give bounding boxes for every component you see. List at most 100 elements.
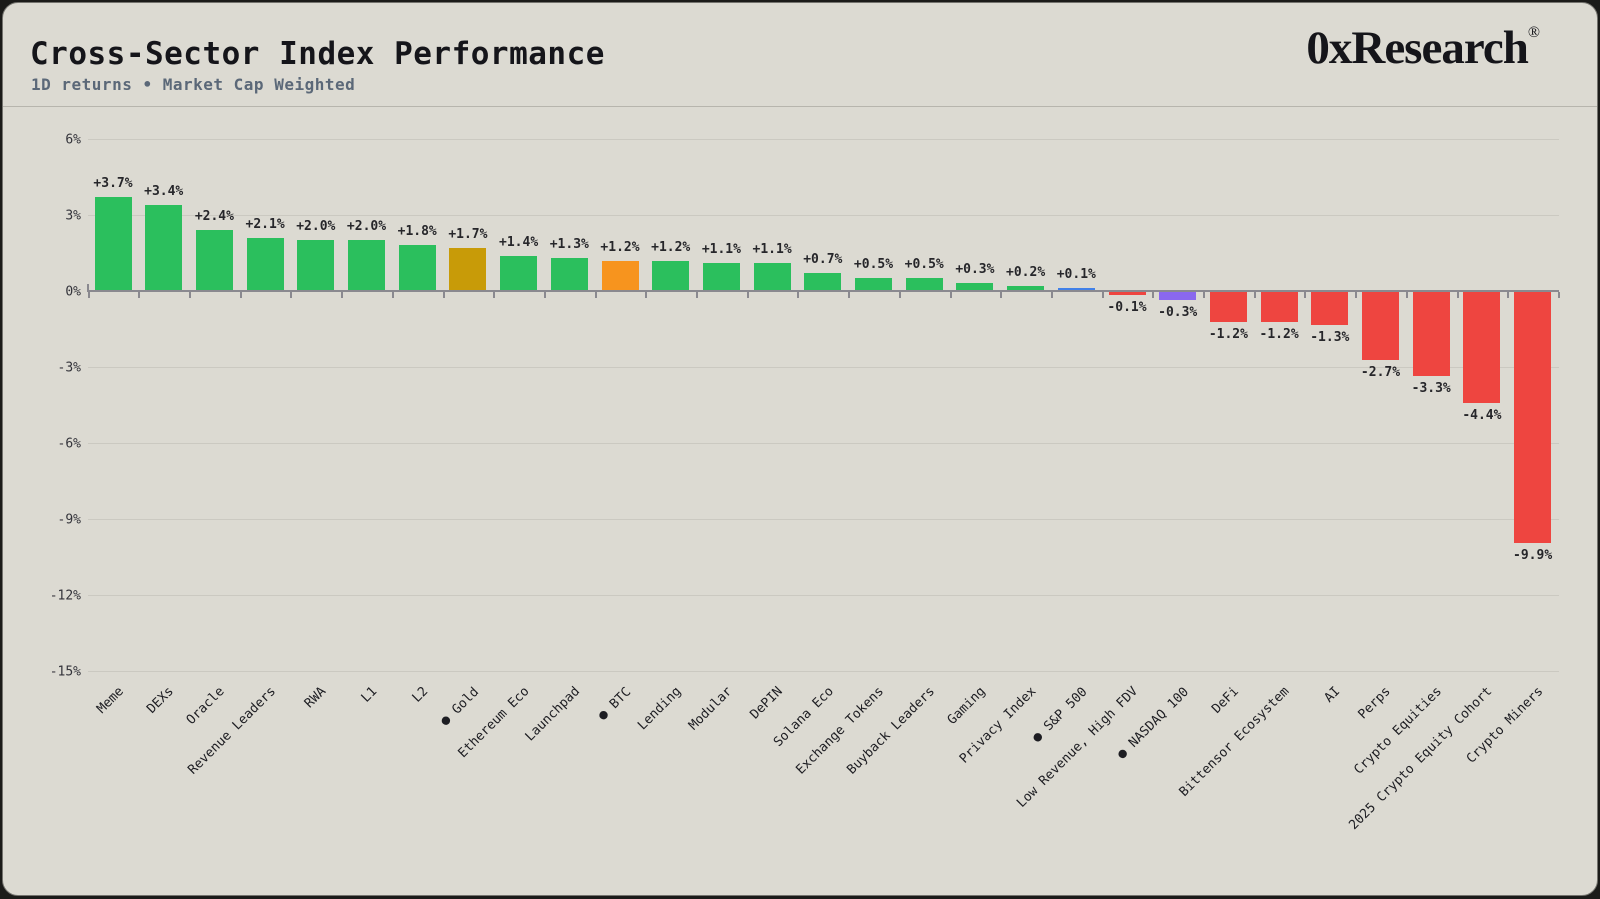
y-axis-tick-label: -6% xyxy=(57,436,81,452)
category-label-text: L1 xyxy=(358,684,381,706)
x-axis-tick xyxy=(645,292,648,298)
category-label-text: S&P 500 xyxy=(1041,684,1091,735)
x-axis-tick xyxy=(1101,292,1104,298)
bar-value-label: +1.7% xyxy=(448,226,488,242)
x-axis-tick xyxy=(898,292,901,298)
x-axis-tick xyxy=(1253,292,1256,298)
bar-l2 xyxy=(398,245,436,291)
bar-s-p-500 xyxy=(1057,288,1095,291)
category-label-text: BTC xyxy=(607,684,635,712)
category-label-text: L2 xyxy=(409,684,431,706)
category-label-text: RWA xyxy=(302,684,330,712)
category-label: Gaming xyxy=(945,684,989,728)
bar-value-label: +0.2% xyxy=(1006,264,1046,280)
category-label: L2 xyxy=(409,684,431,706)
x-axis-tick xyxy=(797,292,800,298)
bar-value-label: +0.3% xyxy=(955,262,995,278)
bar-value-label: -1.2% xyxy=(1208,327,1248,343)
bar-crypto-miners xyxy=(1514,292,1552,543)
x-axis-tick xyxy=(1405,292,1408,298)
category-label-text: DEXs xyxy=(144,684,178,717)
benchmark-dot-icon: ● xyxy=(1113,745,1131,763)
bar-value-label: +0.7% xyxy=(803,252,843,268)
x-axis-tick xyxy=(543,292,546,298)
category-label-text: Lending xyxy=(634,684,685,734)
x-axis-tick xyxy=(341,292,344,298)
category-label-text: DeFi xyxy=(1209,684,1242,717)
bar-gold xyxy=(449,247,487,291)
page-title: Cross-Sector Index Performance xyxy=(30,36,605,72)
x-axis-tick xyxy=(949,292,952,298)
category-label: Revenue Leaders xyxy=(185,684,279,778)
x-axis-tick xyxy=(493,292,496,298)
category-label-text: Gaming xyxy=(944,684,989,728)
y-axis-tick-label: -15% xyxy=(49,664,81,680)
bar-value-label: +2.4% xyxy=(194,209,234,225)
bar-bittensor-ecosystem xyxy=(1260,292,1298,323)
x-axis-tick xyxy=(138,292,141,298)
category-label: Perps xyxy=(1356,684,1394,722)
bar-value-label: +1.8% xyxy=(397,224,437,240)
bar-depin xyxy=(753,263,791,291)
category-label-text: Meme xyxy=(93,684,127,717)
bar-revenue-leaders xyxy=(246,237,284,291)
bar-buyback-leaders xyxy=(905,278,943,291)
bar-ai xyxy=(1311,292,1349,325)
category-label: DePIN xyxy=(747,684,785,722)
chart-subtitle: 1D returns • Market Cap Weighted xyxy=(31,75,356,94)
category-label: Crypto Equities xyxy=(1351,684,1445,778)
gridline xyxy=(88,518,1559,520)
gridline xyxy=(88,594,1559,596)
bar-exchange-tokens xyxy=(855,278,892,291)
category-label-text: Perps xyxy=(1355,684,1395,723)
brand-logo-text: 0xResearch xyxy=(1306,22,1528,74)
x-axis-tick xyxy=(696,292,699,298)
bar-value-label: +3.7% xyxy=(93,176,133,192)
category-label: ●Gold xyxy=(437,684,482,729)
benchmark-dot-icon: ● xyxy=(437,711,455,730)
category-label: ●BTC xyxy=(595,684,635,724)
y-axis-tick-label: 6% xyxy=(65,132,81,148)
category-label-text: DePIN xyxy=(747,684,786,723)
x-axis-tick xyxy=(746,292,749,298)
bar-value-label: -0.3% xyxy=(1158,304,1198,320)
category-label: L1 xyxy=(358,684,380,706)
bar-value-label: +1.2% xyxy=(651,239,691,255)
category-label-text: Crypto Equities xyxy=(1351,684,1445,778)
bar-value-label: -2.7% xyxy=(1360,365,1401,381)
bar-value-label: +2.0% xyxy=(296,219,336,235)
x-axis-tick xyxy=(1304,292,1307,298)
gridline xyxy=(88,670,1559,672)
bar-value-label: -1.2% xyxy=(1259,327,1299,343)
x-axis-tick xyxy=(239,292,242,298)
y-axis-tick-label: 0% xyxy=(65,284,81,300)
header-divider xyxy=(3,106,1597,107)
category-label: Lending xyxy=(635,684,684,733)
category-label: Oracle xyxy=(184,684,228,728)
category-label-text: AI xyxy=(1321,684,1344,706)
gridline xyxy=(88,442,1559,444)
gridline xyxy=(88,215,1559,216)
bar-value-label: +0.5% xyxy=(904,257,944,273)
bar-low-revenue-high-fdv xyxy=(1108,292,1146,295)
brand-logo: 0xResearch® xyxy=(1306,21,1540,75)
category-label-text: Gold xyxy=(449,684,483,718)
category-label: DeFi xyxy=(1209,684,1242,717)
x-axis-tick xyxy=(1203,292,1206,298)
category-label: Exchange Tokens xyxy=(793,684,887,778)
bar-value-label: +0.1% xyxy=(1056,267,1096,283)
category-label-text: Buyback Leaders xyxy=(844,684,938,778)
bar-value-label: +2.1% xyxy=(245,216,285,232)
x-axis-tick xyxy=(1557,292,1560,298)
bar-2025-crypto-equity-cohort xyxy=(1463,292,1501,404)
category-label-text: Oracle xyxy=(184,684,228,728)
category-label-text: Revenue Leaders xyxy=(185,684,279,778)
x-axis-tick xyxy=(1355,292,1358,298)
bar-value-label: +3.4% xyxy=(144,183,184,199)
x-axis-tick xyxy=(1456,292,1459,298)
bar-oracle xyxy=(195,230,233,291)
bar-meme xyxy=(94,197,132,291)
category-label: DEXs xyxy=(145,684,178,717)
x-axis-tick xyxy=(1050,292,1053,298)
